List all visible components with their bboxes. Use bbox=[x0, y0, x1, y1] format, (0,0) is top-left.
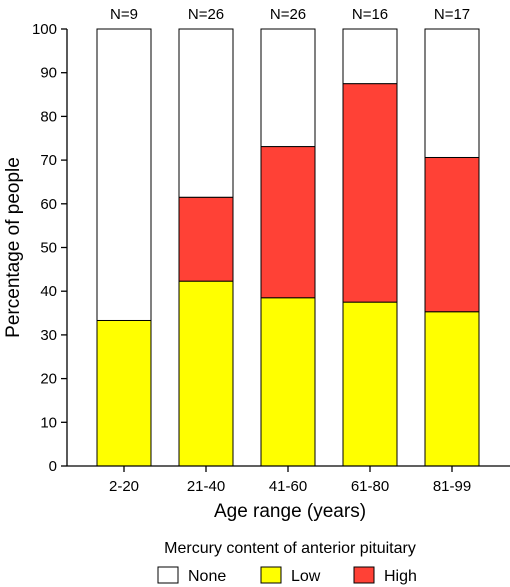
bar-segment-none-21-40 bbox=[178, 28, 234, 198]
bar-segment-low-21-40 bbox=[178, 280, 234, 467]
bar-segment-high-81-99 bbox=[424, 156, 480, 313]
x-axis-title: Age range (years) bbox=[214, 501, 366, 522]
legend-title: Mercury content of anterior pituitary bbox=[164, 540, 416, 557]
legend-label-low: Low bbox=[291, 568, 321, 585]
x-tick-label: 61-80 bbox=[351, 478, 389, 495]
y-tick-label: 0 bbox=[49, 458, 57, 475]
bar-segment-low-2-20 bbox=[96, 319, 152, 467]
legend-swatch-low bbox=[260, 566, 282, 584]
y-tick-label: 80 bbox=[40, 108, 57, 125]
labels: 2-20 N=9 21-40 N=26 41-60 N=26 61-80 N=16 81-99 N… bbox=[3, 6, 471, 522]
legend-label-none: None bbox=[188, 568, 226, 585]
bar-segment-high-61-80 bbox=[342, 83, 398, 303]
bar-segment-none-61-80 bbox=[342, 28, 398, 85]
y-tick-label: 90 bbox=[40, 65, 57, 82]
n-annotation: N=9 bbox=[110, 6, 138, 23]
bar-segment-low-61-80 bbox=[342, 301, 398, 467]
x-tick-label: 21-40 bbox=[187, 478, 225, 495]
n-annotation: N=26 bbox=[188, 6, 224, 23]
x-tick-label: 81-99 bbox=[433, 478, 471, 495]
y-tick-label: 40 bbox=[40, 283, 57, 300]
x-tick-label: 41-60 bbox=[269, 478, 307, 495]
legend-swatch-high bbox=[353, 566, 375, 584]
n-annotation: N=16 bbox=[352, 6, 388, 23]
n-annotation: N=26 bbox=[270, 6, 306, 23]
bar-segment-none-81-99 bbox=[424, 28, 480, 158]
y-tick-label: 100 bbox=[32, 21, 57, 38]
n-annotation: N=17 bbox=[434, 6, 470, 23]
legend-swatch-none bbox=[157, 566, 179, 584]
bar-segment-high-41-60 bbox=[260, 146, 316, 299]
y-tick-label: 50 bbox=[40, 240, 57, 257]
bars-layer bbox=[96, 28, 480, 467]
y-tick-label: 70 bbox=[40, 152, 57, 169]
y-tick-label: 20 bbox=[40, 371, 57, 388]
bar-segment-low-81-99 bbox=[424, 311, 480, 467]
legend-label-high: High bbox=[384, 568, 417, 585]
bar-segment-none-41-60 bbox=[260, 28, 316, 148]
legend: Mercury content of anterior pituitary Non… bbox=[157, 540, 417, 585]
bar-segment-high-21-40 bbox=[178, 196, 234, 282]
bar-segment-none-2-20 bbox=[96, 28, 152, 321]
y-tick-label: 10 bbox=[40, 414, 57, 431]
axes bbox=[61, 28, 510, 472]
x-tick-label: 2-20 bbox=[109, 478, 139, 495]
y-axis-title: Percentage of people bbox=[3, 157, 24, 338]
bar-segment-low-41-60 bbox=[260, 297, 316, 467]
y-tick-label: 60 bbox=[40, 196, 57, 213]
y-tick-label: 30 bbox=[40, 327, 57, 344]
